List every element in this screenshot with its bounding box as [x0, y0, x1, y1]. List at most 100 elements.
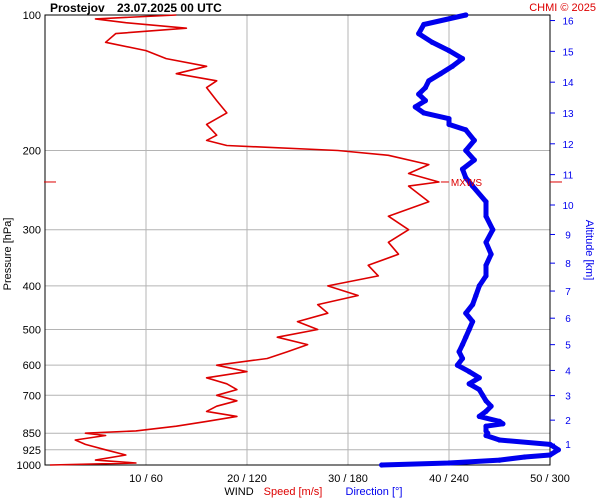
direction-point — [446, 48, 452, 54]
speed-series — [49, 14, 440, 466]
direction-point — [476, 375, 482, 381]
grid — [45, 15, 551, 465]
altitude-tick-label: 13 — [562, 109, 574, 120]
direction-point — [476, 413, 482, 419]
direction-point — [459, 342, 466, 348]
direction-point — [483, 273, 489, 279]
pressure-axis-title: Pressure [hPa] — [2, 218, 14, 291]
direction-point — [456, 349, 462, 355]
direction-point — [496, 457, 503, 463]
direction-point — [483, 398, 489, 404]
direction-point — [421, 110, 427, 116]
altitude-tick-label: 8 — [565, 259, 571, 270]
altitude-tick-label: 5 — [565, 341, 571, 352]
speed-axis-title: Speed [m/s] — [264, 486, 323, 498]
direction-point — [446, 121, 452, 127]
altitude-tick-label: 2 — [565, 416, 571, 427]
max-wind-marker: MXWS — [44, 178, 562, 189]
plot-frame — [44, 14, 551, 466]
direction-point — [466, 381, 472, 387]
altitude-tick-label: 1 — [565, 440, 571, 451]
altitude-tick-label: 3 — [565, 392, 571, 403]
direction-point — [466, 369, 472, 375]
direction-axis-title: Direction [°] — [346, 486, 403, 498]
direction-point — [429, 39, 435, 45]
plot-border — [44, 14, 551, 466]
direction-point — [470, 319, 476, 325]
pressure-tick-label: 1000 — [17, 460, 41, 472]
direction-point — [422, 85, 428, 91]
direction-point — [483, 213, 489, 219]
direction-point — [483, 239, 489, 245]
direction-point — [488, 403, 494, 409]
altitude-tick-label: 10 — [562, 201, 574, 212]
pressure-tick-label: 925 — [23, 445, 41, 457]
pressure-axis-ticks: 100 200 300 400 500 600 700 850 925 1000 — [17, 10, 41, 472]
direction-point — [473, 292, 479, 299]
wind-axis-title: WIND — [224, 486, 253, 498]
pressure-tick-label: 200 — [23, 145, 41, 157]
direction-point — [470, 302, 476, 308]
direction-point — [547, 452, 553, 458]
direction-point — [463, 127, 469, 133]
altitude-axis-title: Altitude [km] — [583, 220, 595, 281]
mxws-label: MXWS — [451, 178, 482, 189]
direction-point — [483, 199, 489, 205]
pressure-tick-label: 500 — [23, 325, 41, 337]
altitude-tick-label: 11 — [563, 171, 574, 182]
direction-point — [459, 166, 466, 172]
pressure-tick-label: 850 — [23, 428, 41, 440]
direction-line — [379, 12, 561, 468]
speed-line — [49, 14, 440, 466]
direction-point — [488, 251, 494, 257]
wind-tick-label: 50 / 300 — [530, 473, 570, 485]
direction-point — [483, 408, 489, 414]
altitude-tick-label: 14 — [562, 78, 574, 89]
wind-tick-label: 20 / 120 — [227, 473, 267, 485]
direction-point — [555, 447, 562, 453]
direction-point — [459, 355, 466, 362]
altitude-tick-label: 9 — [565, 230, 571, 241]
direction-point — [446, 460, 452, 466]
direction-point — [412, 104, 418, 110]
direction-point — [480, 392, 486, 398]
direction-point — [463, 310, 469, 316]
direction-point — [379, 462, 385, 468]
altitude-tick-label: 7 — [565, 287, 571, 298]
direction-point — [459, 56, 466, 62]
pressure-tick-label: 400 — [23, 281, 41, 293]
direction-point — [476, 283, 482, 289]
copyright-text: CHMI © 2025 — [529, 2, 596, 14]
direction-point — [496, 437, 503, 443]
direction-point — [463, 334, 469, 340]
direction-point — [426, 78, 432, 84]
direction-point — [470, 183, 476, 189]
direction-point — [463, 175, 469, 181]
altitude-tick-label: 15 — [562, 47, 574, 58]
pressure-tick-label: 600 — [23, 360, 41, 372]
direction-point — [463, 12, 469, 18]
direction-point — [471, 137, 477, 143]
direction-point — [449, 63, 455, 69]
altitude-tick-label: 6 — [565, 314, 571, 325]
direction-point — [490, 227, 496, 233]
direction-point — [471, 157, 477, 163]
direction-point — [466, 326, 472, 333]
direction-point — [446, 116, 452, 122]
direction-point — [463, 147, 469, 154]
pressure-tick-label: 100 — [23, 10, 41, 22]
direction-point — [547, 441, 553, 447]
direction-point — [483, 262, 489, 268]
direction-point — [416, 30, 422, 37]
wind-axis-ticks: 10 / 60 20 / 120 30 / 180 40 / 240 50 / 300 — [129, 473, 570, 485]
station-title: Prostejov — [50, 1, 105, 15]
direction-point — [454, 362, 460, 368]
pressure-tick-label: 300 — [23, 225, 41, 237]
altitude-tick-label: 12 — [562, 140, 574, 151]
direction-point — [416, 91, 422, 97]
altitude-tick-label: 16 — [562, 17, 574, 28]
altitude-tick-label: 4 — [565, 366, 571, 377]
datetime-title: 23.07.2025 00 UTC — [117, 1, 222, 15]
